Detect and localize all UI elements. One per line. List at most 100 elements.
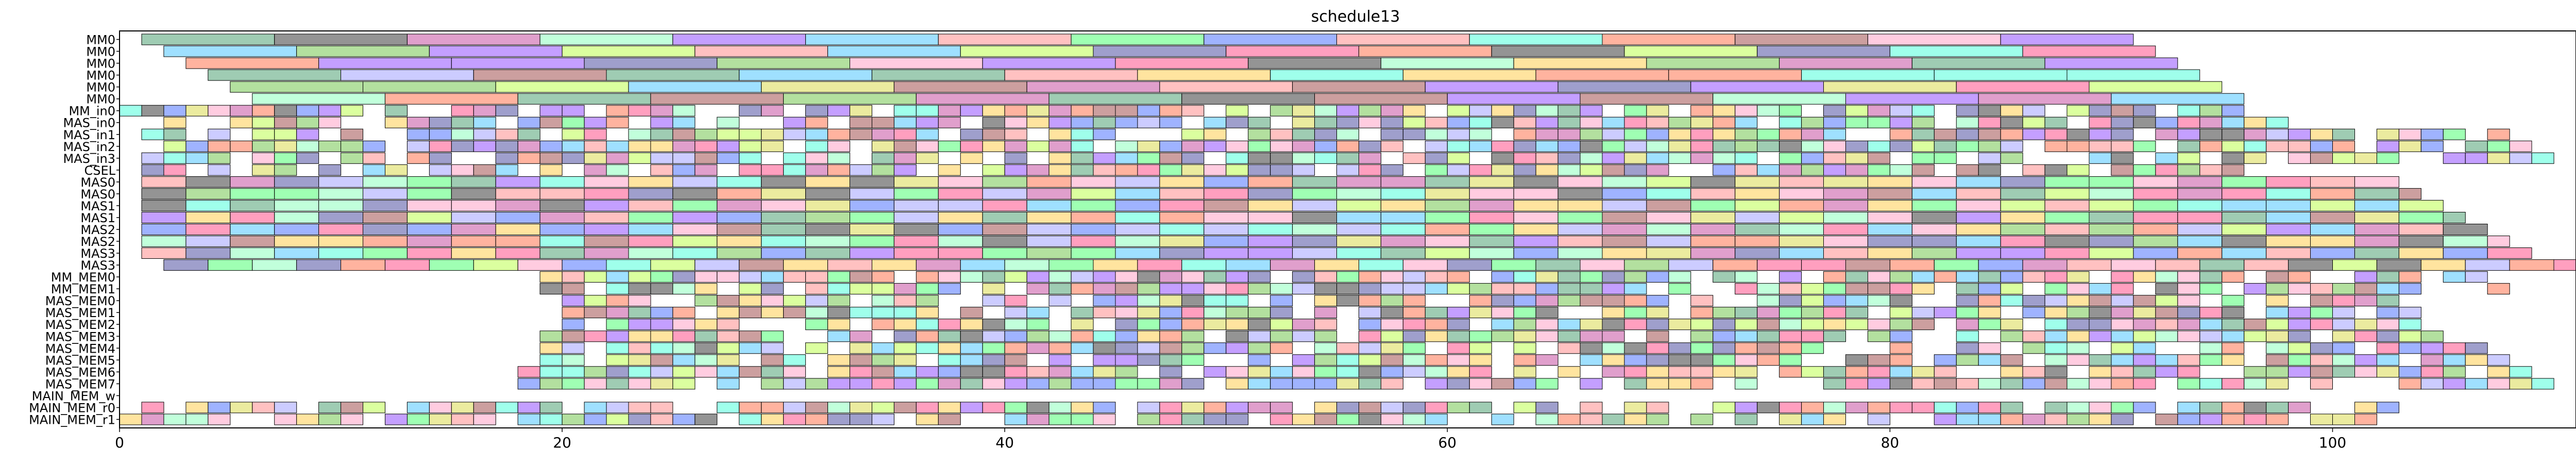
- task-bar: [2000, 117, 2023, 128]
- task-bar: [717, 307, 740, 319]
- task-bar: [274, 247, 319, 259]
- task-bar: [230, 140, 253, 152]
- task-bar: [2266, 212, 2311, 223]
- task-bar: [451, 164, 474, 176]
- task-bar: [1270, 164, 1293, 176]
- task-bar: [2111, 319, 2134, 330]
- task-bar: [1137, 259, 1182, 271]
- task-bar: [2177, 413, 2200, 425]
- task-bar: [1270, 152, 1293, 164]
- task-bar: [1956, 330, 1979, 342]
- task-bar: [163, 259, 209, 271]
- task-bar: [982, 57, 1116, 69]
- task-bar: [1181, 378, 1205, 390]
- task-bar: [584, 295, 607, 307]
- task-bar: [2133, 164, 2156, 176]
- task-bar: [1713, 105, 1736, 117]
- task-bar: [805, 271, 828, 283]
- task-bar: [1048, 330, 1072, 342]
- task-bar: [1690, 354, 1714, 366]
- task-bar: [783, 271, 806, 283]
- task-bar: [2310, 307, 2333, 319]
- task-bar: [1624, 402, 1647, 413]
- task-bar: [1624, 105, 1647, 117]
- task-bar: [230, 188, 275, 200]
- task-bar: [717, 378, 740, 390]
- task-bar: [2199, 140, 2223, 152]
- task-bar: [717, 342, 740, 354]
- task-bar: [318, 117, 342, 128]
- task-bar: [1314, 413, 1337, 425]
- task-bar: [850, 188, 894, 200]
- task-bar: [2222, 188, 2267, 200]
- task-bar: [606, 105, 629, 117]
- task-bar: [1447, 330, 1470, 342]
- task-bar: [1735, 378, 1758, 390]
- task-bar: [1602, 413, 1625, 425]
- task-bar: [1911, 105, 1935, 117]
- task-bar: [1978, 342, 2001, 354]
- task-bar: [1668, 140, 1691, 152]
- task-bar: [1469, 342, 1492, 354]
- task-bar: [1048, 117, 1072, 128]
- task-bar: [1093, 378, 1116, 390]
- task-bar: [1159, 224, 1205, 235]
- task-bar: [1535, 117, 1558, 128]
- task-bar: [1402, 307, 1426, 319]
- task-bar: [1580, 342, 1603, 354]
- task-bar: [893, 140, 917, 152]
- task-bar: [1956, 224, 2001, 235]
- task-bar: [1093, 117, 1116, 128]
- task-bar: [1469, 295, 1492, 307]
- task-bar: [628, 212, 673, 223]
- task-bar: [1026, 247, 1072, 259]
- task-bar: [1646, 402, 1669, 413]
- task-bar: [230, 212, 275, 223]
- task-bar: [1048, 378, 1072, 390]
- task-bar: [1380, 330, 1403, 342]
- task-bar: [1690, 378, 1714, 390]
- task-bar: [960, 105, 983, 117]
- task-bar: [938, 176, 983, 188]
- task-bar: [2332, 354, 2355, 366]
- task-bar: [1978, 140, 2001, 152]
- task-bar: [1469, 200, 1514, 211]
- task-bar: [1602, 354, 1625, 366]
- task-bar: [1956, 271, 1979, 283]
- task-bar: [938, 247, 983, 259]
- task-bar: [1026, 283, 1049, 295]
- task-bar: [230, 176, 275, 188]
- task-bar: [1801, 283, 1824, 295]
- task-bar: [1867, 295, 1890, 307]
- task-bar: [893, 366, 917, 378]
- task-bar: [1292, 236, 1337, 247]
- task-bar: [2244, 319, 2267, 330]
- task-bar: [562, 128, 585, 140]
- task-bar: [1380, 212, 1426, 223]
- task-bar: [230, 224, 275, 235]
- task-bar: [1735, 402, 1758, 413]
- task-bar: [1292, 176, 1337, 188]
- task-bar: [672, 378, 696, 390]
- task-bar: [1713, 354, 1736, 366]
- task-bar: [761, 224, 806, 235]
- task-bar: [2222, 295, 2245, 307]
- task-bar: [1867, 117, 1890, 128]
- task-bar: [827, 45, 961, 57]
- task-bar: [2398, 307, 2421, 319]
- task-bar: [893, 342, 917, 354]
- task-bar: [2022, 105, 2045, 117]
- task-bar: [1270, 342, 1293, 354]
- task-bar: [606, 271, 629, 283]
- task-bar: [2266, 378, 2289, 390]
- row-label: MM_in0: [69, 104, 115, 119]
- task-bar: [916, 140, 939, 152]
- task-bar: [1026, 81, 1160, 93]
- task-bar: [717, 57, 851, 69]
- task-bar: [429, 402, 452, 413]
- task-bar: [1557, 212, 1603, 223]
- task-bar: [2332, 307, 2355, 319]
- task-bar: [1137, 271, 1160, 283]
- task-bar: [1557, 128, 1581, 140]
- task-bar: [2332, 342, 2355, 354]
